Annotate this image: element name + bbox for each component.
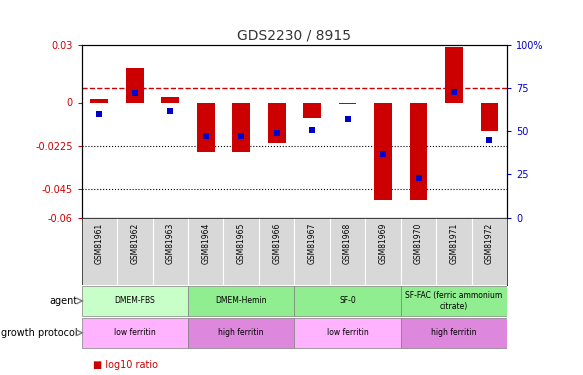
Bar xyxy=(294,318,401,348)
Text: GSM81971: GSM81971 xyxy=(449,223,458,264)
Text: high ferritin: high ferritin xyxy=(219,328,264,338)
Bar xyxy=(445,47,463,102)
Text: GSM81962: GSM81962 xyxy=(131,223,139,264)
Bar xyxy=(374,102,392,200)
Text: ■ log10 ratio: ■ log10 ratio xyxy=(93,360,158,370)
Text: DMEM-Hemin: DMEM-Hemin xyxy=(216,296,267,305)
Text: DMEM-FBS: DMEM-FBS xyxy=(114,296,155,305)
Text: growth protocol: growth protocol xyxy=(1,328,78,338)
Title: GDS2230 / 8915: GDS2230 / 8915 xyxy=(237,28,352,42)
Text: high ferritin: high ferritin xyxy=(431,328,477,338)
Bar xyxy=(197,102,215,152)
Text: GSM81969: GSM81969 xyxy=(378,223,388,264)
Bar xyxy=(268,102,286,143)
Bar xyxy=(188,318,294,348)
Text: GSM81968: GSM81968 xyxy=(343,223,352,264)
Bar xyxy=(188,286,294,316)
Text: agent: agent xyxy=(49,296,78,306)
Text: SF-0: SF-0 xyxy=(339,296,356,305)
Bar xyxy=(303,102,321,118)
Text: GSM81964: GSM81964 xyxy=(201,223,210,264)
Bar xyxy=(480,102,498,131)
Bar xyxy=(90,99,108,102)
Bar xyxy=(161,97,179,102)
Text: GSM81966: GSM81966 xyxy=(272,223,281,264)
Bar xyxy=(82,318,188,348)
Bar xyxy=(233,102,250,152)
Bar xyxy=(401,286,507,316)
Text: SF-FAC (ferric ammonium
citrate): SF-FAC (ferric ammonium citrate) xyxy=(405,291,503,310)
Bar xyxy=(126,68,143,102)
Bar xyxy=(82,286,188,316)
Bar xyxy=(401,318,507,348)
Text: GSM81963: GSM81963 xyxy=(166,223,175,264)
Text: GSM81961: GSM81961 xyxy=(95,223,104,264)
Text: low ferritin: low ferritin xyxy=(326,328,368,338)
Text: low ferritin: low ferritin xyxy=(114,328,156,338)
Bar xyxy=(294,286,401,316)
Bar xyxy=(339,102,356,104)
Text: GSM81965: GSM81965 xyxy=(237,223,245,264)
Text: GSM81967: GSM81967 xyxy=(308,223,317,264)
Text: GSM81972: GSM81972 xyxy=(485,223,494,264)
Bar xyxy=(410,102,427,200)
Text: GSM81970: GSM81970 xyxy=(414,223,423,264)
